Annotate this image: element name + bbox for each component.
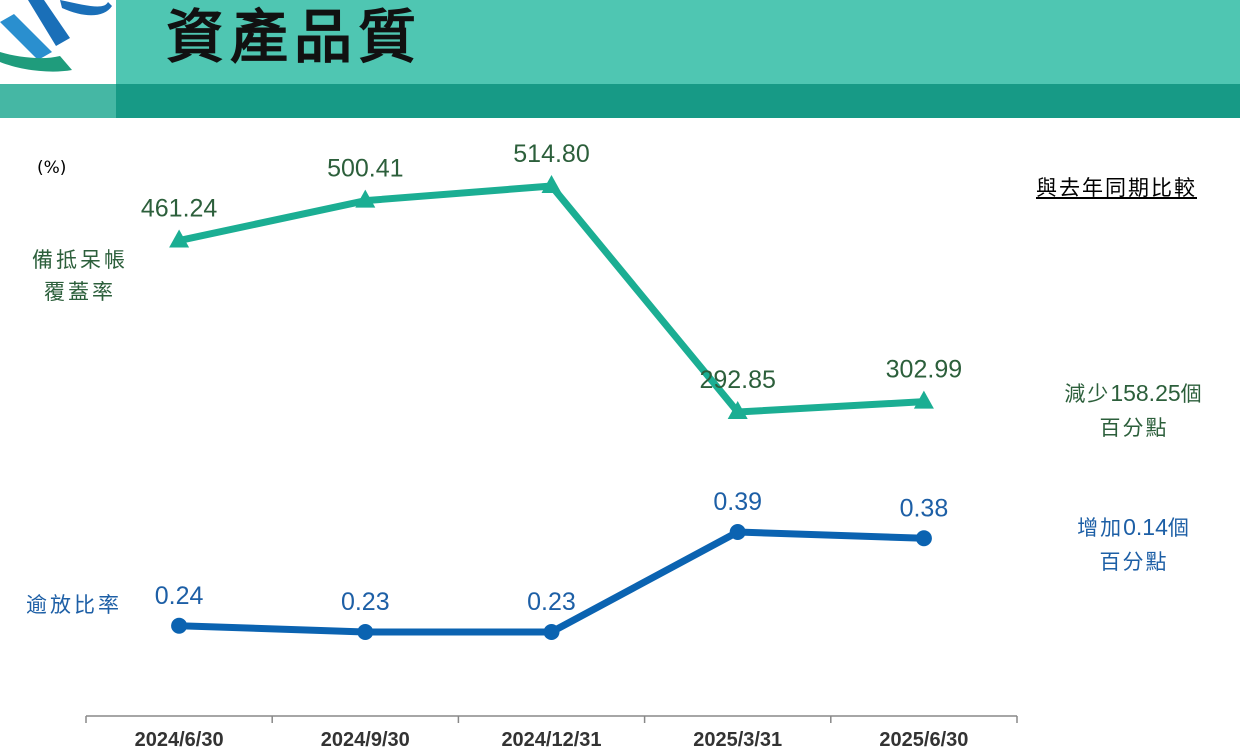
x-tick-label: 2025/6/30 <box>879 729 968 751</box>
npl-change-value: 0.14 <box>1123 514 1168 540</box>
data-point-marker <box>169 229 190 248</box>
npl-change-note: 增加0.14個 百分點 <box>1034 510 1234 579</box>
coverage-change-note: 減少158.25個 百分點 <box>1034 376 1234 445</box>
data-label: 514.80 <box>513 140 589 168</box>
series-line <box>178 182 925 416</box>
page-title: 資產品質 <box>166 3 423 71</box>
company-logo <box>0 0 112 72</box>
x-tick-label: 2024/12/31 <box>501 729 601 751</box>
coverage-change-line2: 百分點 <box>1099 416 1169 440</box>
data-point-marker <box>355 189 376 208</box>
data-label: 0.38 <box>900 494 949 522</box>
header-strip-left <box>0 84 116 118</box>
x-tick-label: 2024/9/30 <box>321 729 410 751</box>
unit-label: (%) <box>37 158 67 178</box>
coverage-change-prefix: 減少 <box>1064 382 1111 406</box>
comparison-title: 與去年同期比較 <box>1036 176 1197 200</box>
data-point-marker <box>727 401 748 419</box>
data-label: 292.85 <box>699 366 775 394</box>
data-point-marker <box>541 175 562 193</box>
npl-change-prefix: 增加 <box>1077 516 1124 540</box>
x-tick-label: 2024/6/30 <box>135 729 224 751</box>
header-strip <box>116 84 1240 118</box>
coverage-series-label: 備抵呆帳 覆蓋率 <box>20 244 140 308</box>
series-line <box>178 528 925 636</box>
data-point-marker <box>543 624 560 640</box>
data-point-marker <box>171 617 188 634</box>
npl-series-label: 逾放比率 <box>14 589 134 621</box>
data-label: 0.23 <box>527 588 576 616</box>
header-band <box>116 0 1240 84</box>
data-label: 461.24 <box>141 195 218 223</box>
data-point-marker <box>729 524 746 540</box>
coverage-change-value: 158.25 <box>1110 380 1181 406</box>
coverage-series-label-line1: 備抵呆帳 <box>32 248 128 272</box>
data-label: 302.99 <box>886 356 962 384</box>
data-point-marker <box>913 390 934 409</box>
data-point-marker <box>357 624 374 640</box>
data-label: 0.39 <box>713 488 762 516</box>
header-banner: 資產品質 <box>0 0 1240 118</box>
coverage-series-label-line2: 覆蓋率 <box>44 280 116 304</box>
data-label: 0.23 <box>341 588 390 616</box>
npl-change-line2: 百分點 <box>1099 550 1169 574</box>
npl-change-suffix: 個 <box>1167 516 1191 540</box>
coverage-change-suffix: 個 <box>1180 382 1204 406</box>
data-point-marker <box>915 530 932 547</box>
npl-series-label-line1: 逾放比率 <box>26 593 122 617</box>
x-tick-label: 2025/3/31 <box>693 729 782 751</box>
data-label: 500.41 <box>327 155 403 183</box>
data-label: 0.24 <box>155 582 204 610</box>
